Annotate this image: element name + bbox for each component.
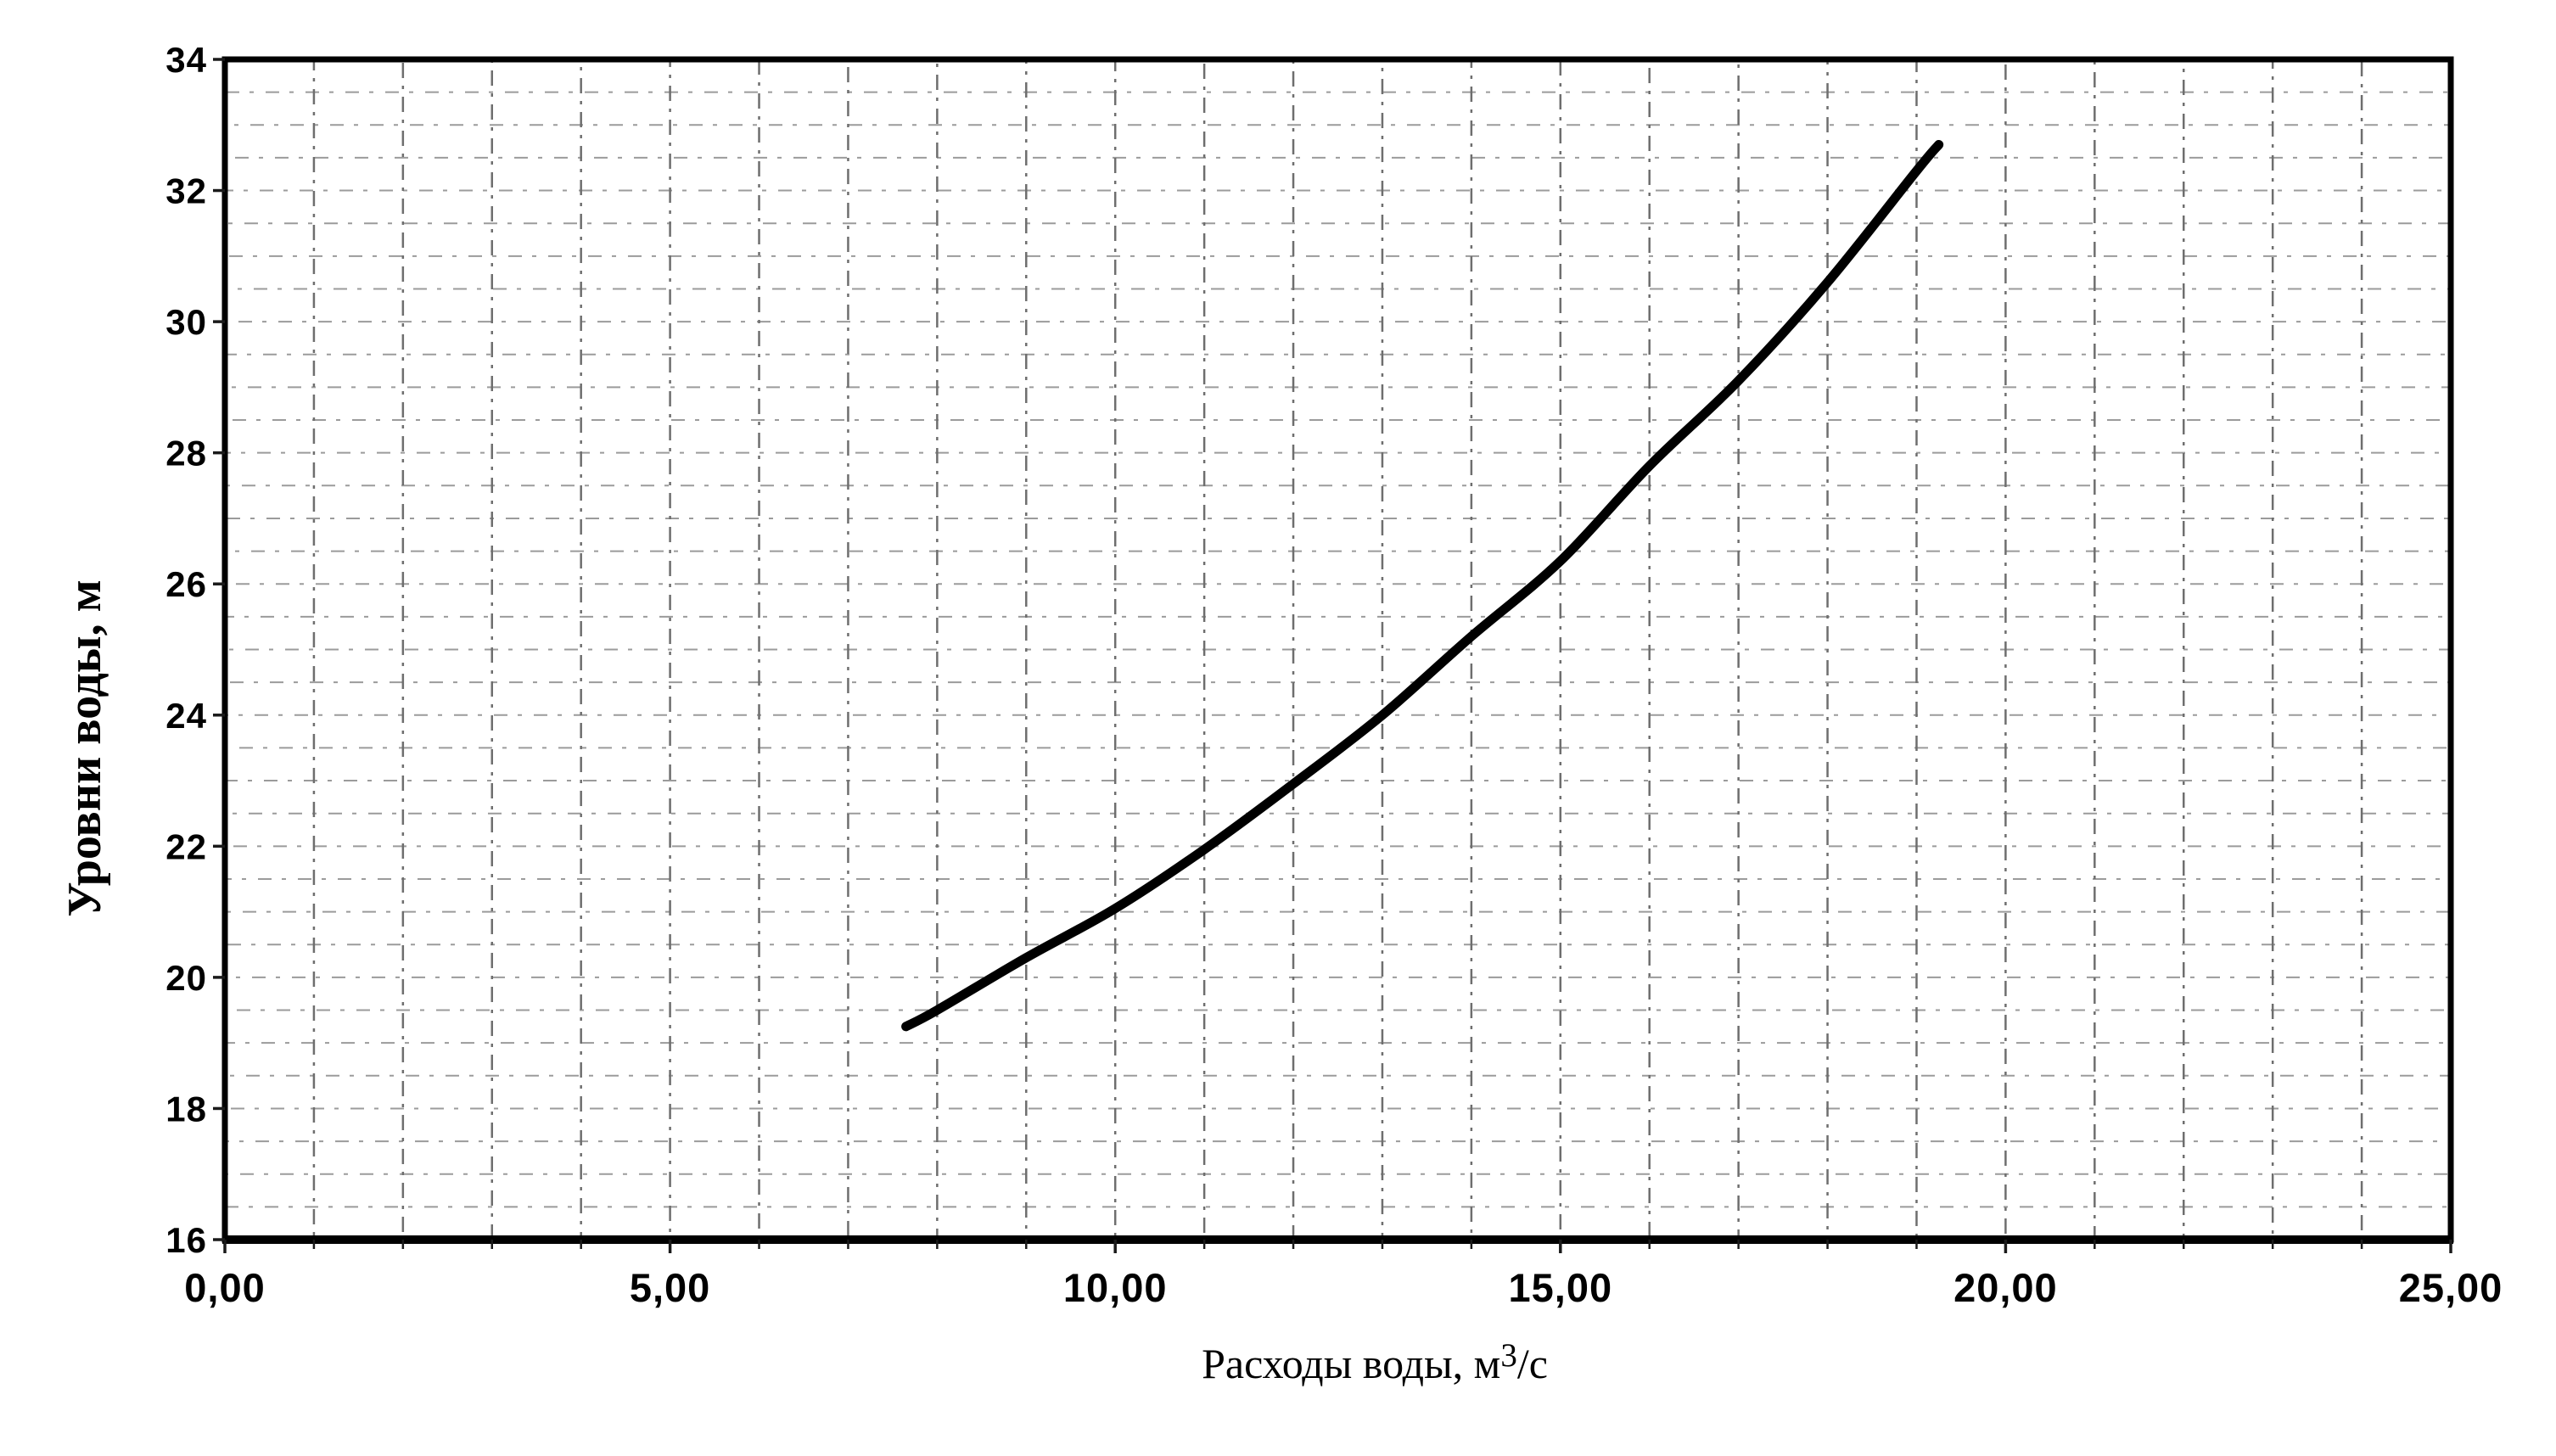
y-axis-title: Уровни воды, м bbox=[59, 580, 111, 917]
x-axis-ticks bbox=[223, 1240, 2452, 1253]
y-tick-label: 34 bbox=[165, 40, 207, 80]
x-tick-label: 20,00 bbox=[1953, 1265, 2058, 1310]
y-axis-tick-labels: 16 18 20 22 24 26 28 30 32 34 bbox=[165, 40, 207, 1260]
y-tick-label: 30 bbox=[165, 302, 207, 342]
x-axis-tick-labels: 0,00 5,00 10,00 15,00 20,00 25,00 bbox=[184, 1265, 2503, 1310]
x-tick-label: 25,00 bbox=[2399, 1265, 2503, 1310]
x-tick-label: 10,00 bbox=[1063, 1265, 1168, 1310]
grid-vertical-lines bbox=[312, 59, 2363, 1240]
rating-curve bbox=[901, 140, 1944, 1032]
y-tick-label: 28 bbox=[165, 434, 207, 473]
plot-frame bbox=[221, 56, 2454, 1243]
y-tick-label: 22 bbox=[165, 826, 207, 866]
y-tick-label: 26 bbox=[165, 564, 207, 604]
x-axis-title-superscript: 3 bbox=[1500, 1337, 1517, 1374]
x-tick-label: 0,00 bbox=[184, 1265, 265, 1310]
y-tick-label: 24 bbox=[165, 696, 207, 736]
x-tick-label: 5,00 bbox=[630, 1265, 710, 1310]
y-tick-label: 20 bbox=[165, 958, 207, 998]
grid-horizontal-lines bbox=[225, 91, 2451, 1208]
x-axis-title-suffix: /с bbox=[1516, 1340, 1548, 1387]
y-tick-label: 16 bbox=[165, 1220, 207, 1260]
y-tick-label: 18 bbox=[165, 1089, 207, 1128]
x-tick-label: 15,00 bbox=[1508, 1265, 1612, 1310]
x-axis-title: Расходы воды, м3/с bbox=[1044, 1339, 1706, 1388]
y-axis-ticks bbox=[213, 58, 225, 1241]
x-axis-title-prefix: Расходы воды, м bbox=[1202, 1340, 1501, 1387]
y-tick-label: 32 bbox=[165, 171, 207, 211]
